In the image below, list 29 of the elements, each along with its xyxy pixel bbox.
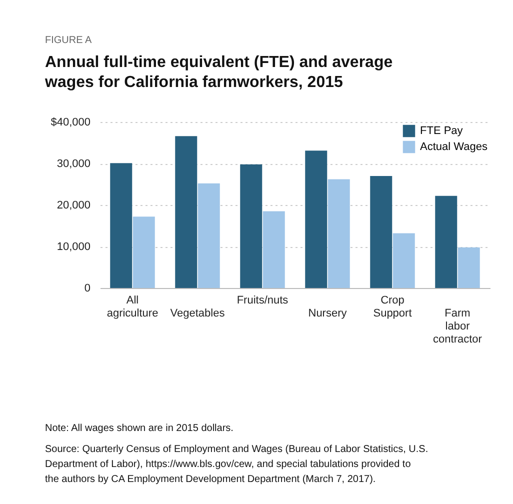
x-tick-label: Farm labor contractor [433,308,482,346]
bar [305,150,328,288]
bar [328,179,350,288]
x-tick-label: Vegetables [170,308,226,320]
bar [458,247,480,288]
text: Note: All wages shown are in 2015 dollars. [45,423,234,434]
x-tick-label: Crop Support [373,294,412,320]
bar [392,233,415,288]
y-tick-label: 0 [84,282,90,294]
y-tick-label: 30,000 [56,158,90,170]
x-tick-label: All agriculture [106,294,158,320]
legend-label: FTE Pay [420,125,464,137]
x-tick-label: Fruits/nuts [236,294,289,306]
x-tick-label: Nursery [308,308,348,320]
bar [435,196,458,288]
source-note: Source: Quarterly Census of Employment and Wages (Bureau of Labor Statistics, U.S. Department of Labor), https://www.bls.gov/cew, and special tabulations provided to the authors by CA Employment Development Department (March 7, 2017). [45,444,428,485]
bar [240,164,262,288]
bar [370,176,392,288]
bar [132,216,155,288]
bar [110,163,132,288]
y-tick-label: 20,000 [56,200,90,212]
text: FIGURE A [45,35,92,46]
chart-title: Annual full-time equivalent (FTE) and average wages for California farmworkers, 2015 [44,54,393,91]
bar [198,183,220,288]
y-tick-label: $40,000 [50,116,90,128]
bar [175,136,198,288]
bar [262,211,285,288]
legend-label: Actual Wages [420,141,488,153]
y-tick-label: 10,000 [56,241,90,253]
